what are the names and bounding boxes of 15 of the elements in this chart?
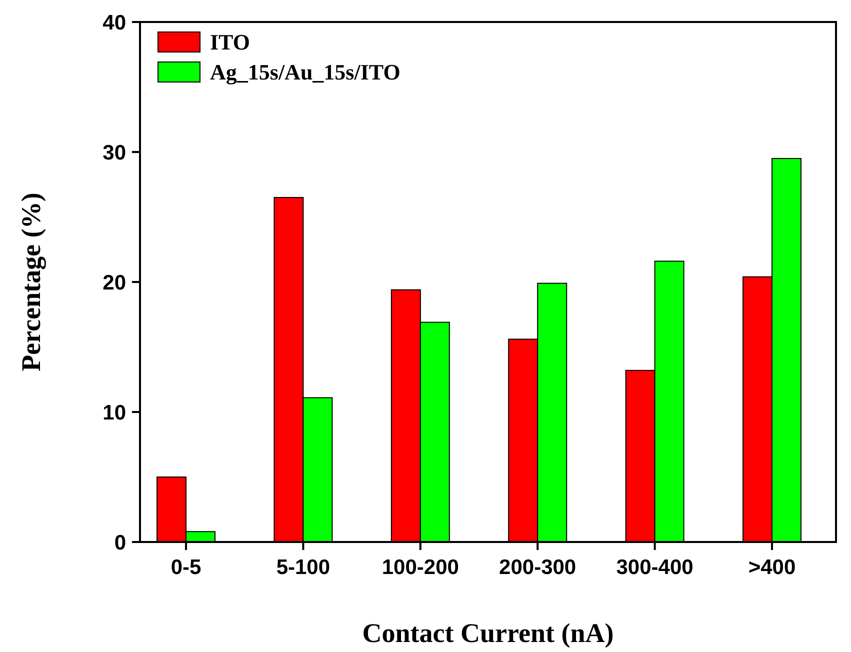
x-tick-label: 100-200 bbox=[382, 556, 459, 579]
y-tick-label: 40 bbox=[102, 11, 126, 34]
x-tick-label: 5-100 bbox=[276, 556, 330, 579]
y-axis-title: Percentage (%) bbox=[16, 192, 46, 372]
y-tick-label: 20 bbox=[102, 271, 126, 294]
x-tick-label: >400 bbox=[748, 556, 796, 579]
x-tick-label: 0-5 bbox=[170, 556, 202, 579]
y-tick-label: 10 bbox=[102, 401, 126, 424]
y-tick-label: 0 bbox=[114, 531, 126, 554]
x-tick-label: 300-400 bbox=[616, 556, 694, 579]
y-tick-label: 30 bbox=[102, 141, 126, 164]
x-tick-label: 200-300 bbox=[499, 556, 576, 579]
x-axis-title: Contact Current (nA) bbox=[362, 618, 614, 648]
legend-label: Ag_15s/Au_15s/ITO bbox=[210, 60, 400, 85]
legend-label: ITO bbox=[210, 30, 250, 55]
